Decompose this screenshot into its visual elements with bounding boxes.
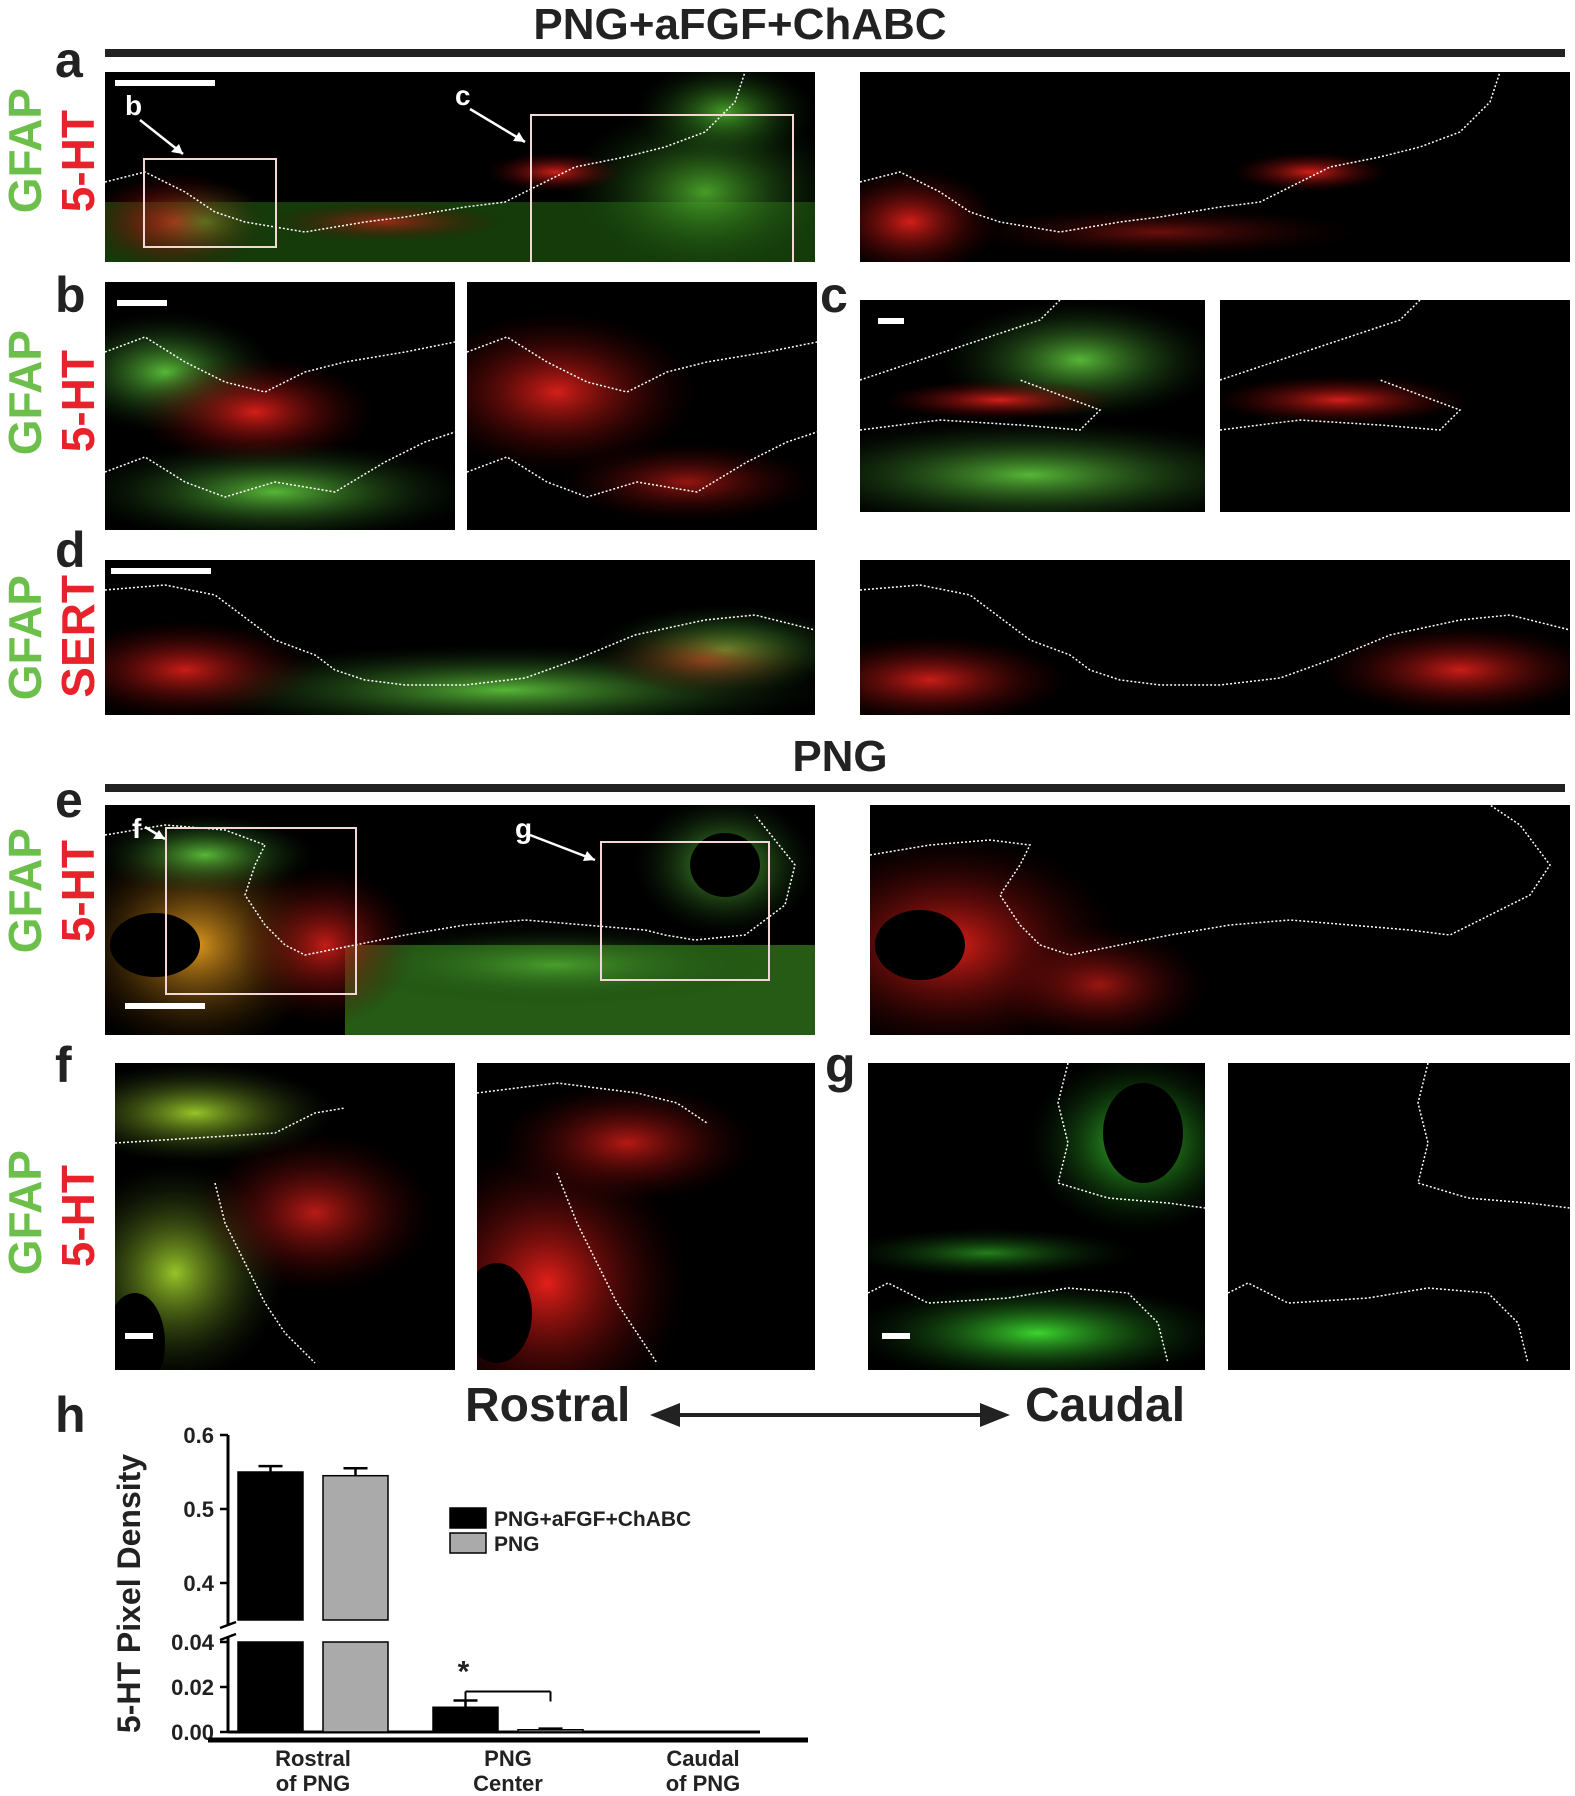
inset-letter-b: b: [125, 90, 143, 121]
micrograph-d-red: [860, 560, 1570, 715]
micrograph-c-red: [1220, 300, 1570, 512]
bar: [322, 1641, 389, 1733]
stain-label-green-e: GFAP: [0, 828, 51, 954]
bar: [322, 1474, 389, 1621]
stain-label-red-e: 5-HT: [52, 840, 104, 943]
bar: [517, 1729, 584, 1733]
micrograph-c-merge: [860, 300, 1205, 512]
scale-bar: [111, 568, 211, 574]
panel-letter-e: e: [55, 772, 83, 828]
y-tick-label: 0.6: [183, 1423, 214, 1448]
micrograph-a-merge: b c: [105, 72, 815, 262]
stain-label-red-a: 5-HT: [52, 110, 104, 213]
stain-label-green-f: GFAP: [0, 1150, 51, 1276]
micrograph-g-red: [1228, 1063, 1570, 1370]
panel-letter-a: a: [55, 32, 83, 88]
inset-box-g: [600, 841, 770, 981]
inset-letter-c: c: [455, 80, 471, 111]
direction-arrow: [650, 1403, 1010, 1427]
micrograph-g-merge: [868, 1063, 1205, 1370]
y-tick-label: 0.04: [171, 1630, 215, 1655]
axis-break-mark: [219, 1632, 237, 1642]
micrograph-d-merge: [105, 560, 815, 715]
category-label: Caudal: [666, 1746, 739, 1771]
panel-letter-g: g: [825, 1037, 856, 1093]
legend-label: PNG+aFGF+ChABC: [494, 1508, 691, 1531]
scale-bar: [878, 318, 904, 324]
panel-letter-f: f: [55, 1037, 72, 1093]
stain-label-green-b: GFAP: [0, 330, 51, 456]
scale-bar: [125, 1333, 153, 1339]
direction-caudal: Caudal: [1025, 1379, 1186, 1432]
y-axis-label: 5-HT Pixel Density: [111, 1454, 147, 1733]
scale-bar: [117, 300, 167, 306]
y-tick-label: 0.00: [171, 1720, 214, 1745]
inset-box-f: [165, 827, 357, 995]
legend-label: PNG: [494, 1533, 540, 1556]
category-label: of PNG: [666, 1771, 741, 1796]
micrograph-f-red: [477, 1063, 815, 1370]
stain-label-red-f: 5-HT: [52, 1165, 104, 1268]
y-tick-label: 0.02: [171, 1675, 214, 1700]
bar: [237, 1471, 304, 1621]
category-label: of PNG: [276, 1771, 351, 1796]
group-rule-bottom: [105, 784, 1565, 792]
inset-letter-f: f: [132, 813, 142, 844]
axis-break-mark: [219, 1620, 237, 1630]
scale-bar: [115, 80, 215, 86]
stain-label-red-d: SERT: [52, 575, 104, 698]
y-tick-label: 0.4: [183, 1571, 214, 1596]
micrograph-f-merge: [115, 1063, 455, 1370]
panel-letter-b: b: [55, 267, 86, 323]
group-title-top: PNG+aFGF+ChABC: [533, 0, 947, 49]
micrograph-b-red: [467, 282, 817, 530]
legend-swatch: [449, 1507, 487, 1529]
micrograph-a-red: [860, 72, 1570, 262]
panel-letter-h: h: [55, 1387, 86, 1443]
group-title-bottom: PNG: [792, 732, 888, 781]
inset-box-c: [530, 114, 794, 262]
scale-bar: [882, 1333, 910, 1339]
significance-marker: *: [458, 1656, 470, 1689]
group-rule-top: [105, 49, 1565, 57]
inset-arrows: [144, 825, 596, 862]
stain-label-green-d: GFAP: [0, 575, 51, 701]
panel-letter-c: c: [820, 267, 848, 323]
inset-arrows: [139, 107, 526, 155]
stain-label-red-b: 5-HT: [52, 350, 104, 453]
category-label: Center: [473, 1771, 543, 1796]
bar-chart: 0.4 0.5 0.6 0.00 0.02 0.04 5-HT Pixel Density R…: [111, 1423, 808, 1796]
inset-box-b: [143, 158, 277, 248]
micrograph-b-merge: [105, 282, 455, 530]
micrograph-e-merge: f g: [105, 805, 815, 1035]
stain-label-green-a: GFAP: [0, 88, 51, 214]
bar: [237, 1641, 304, 1733]
bar: [432, 1706, 499, 1733]
legend-swatch: [449, 1532, 487, 1554]
micrograph-e-red: [870, 805, 1570, 1035]
category-label: Rostral: [275, 1746, 351, 1771]
scale-bar: [125, 1003, 205, 1009]
category-label: PNG: [484, 1746, 532, 1771]
y-tick-label: 0.5: [183, 1497, 214, 1522]
inset-letter-g: g: [515, 813, 533, 844]
direction-rostral: Rostral: [465, 1379, 631, 1432]
panel-letter-d: d: [55, 522, 86, 578]
